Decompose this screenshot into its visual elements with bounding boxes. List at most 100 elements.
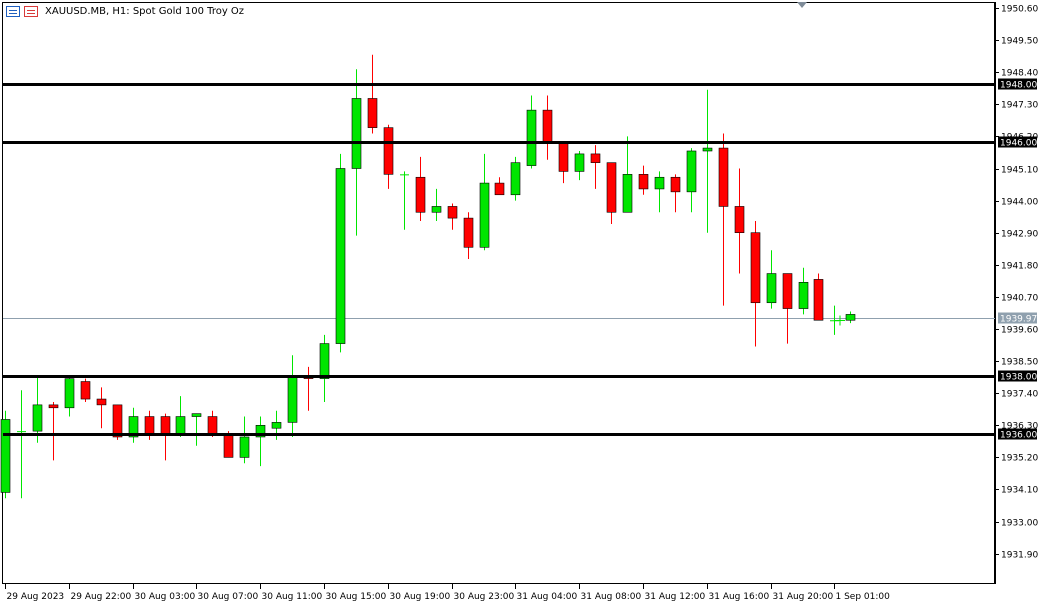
level-price-label: 1936.00 (1000, 431, 1037, 441)
x-tick-label: 1 Sep 01:00 (836, 592, 891, 602)
level-price-tag (998, 428, 1037, 440)
y-tick-label: 1933.00 (1001, 519, 1038, 529)
trade-signal-icon[interactable] (24, 6, 38, 17)
y-tick-label: 1938.50 (1001, 358, 1038, 368)
level-price-tag (998, 370, 1037, 382)
y-tick-label: 1949.50 (1001, 37, 1038, 47)
bull-candle-body[interactable] (400, 174, 409, 176)
x-tick-label: 30 Aug 11:00 (262, 592, 323, 602)
bear-candle-body[interactable] (447, 206, 458, 219)
bull-candle-body[interactable] (255, 424, 266, 438)
y-tick-label: 1945.10 (1001, 166, 1038, 176)
bear-candle-body[interactable] (383, 127, 394, 175)
x-tick-label: 29 Aug 22:00 (71, 592, 132, 602)
y-tick-label: 1947.30 (1001, 101, 1038, 111)
chart-area[interactable] (2, 2, 995, 584)
bull-candle-body[interactable] (431, 206, 442, 213)
bull-candle-body[interactable] (128, 416, 139, 438)
y-tick-label: 1935.20 (1001, 454, 1038, 464)
bear-candle-body[interactable] (813, 279, 824, 321)
y-tick-label: 1944.00 (1001, 198, 1038, 208)
bid-price-tag (998, 312, 1037, 324)
bull-candle-body[interactable] (319, 343, 330, 379)
bear-candle-body[interactable] (160, 416, 171, 435)
x-tick-label: 30 Aug 15:00 (326, 592, 387, 602)
bull-candle-body[interactable] (175, 416, 186, 435)
bull-candle-body[interactable] (686, 150, 697, 193)
bull-candle-body[interactable] (335, 168, 346, 344)
x-tick-label: 29 Aug 2023 (7, 592, 65, 602)
bear-candle-body[interactable] (638, 174, 649, 190)
bear-candle-body[interactable] (542, 109, 553, 143)
y-tick-label: 1942.90 (1001, 230, 1038, 240)
y-tick-label: 1950.60 (1001, 5, 1038, 15)
bull-candle-body[interactable] (766, 273, 777, 304)
y-tick-label: 1937.40 (1001, 390, 1038, 400)
bull-candle-body[interactable] (622, 174, 633, 213)
bull-candle-body[interactable] (479, 182, 490, 248)
x-tick-label: 30 Aug 19:00 (390, 592, 451, 602)
x-tick-label: 30 Aug 03:00 (135, 592, 196, 602)
bear-candle-body[interactable] (223, 433, 234, 458)
bull-candle-body[interactable] (574, 153, 585, 172)
y-tick-label: 1939.60 (1001, 326, 1038, 336)
x-tick-label: 30 Aug 23:00 (454, 592, 515, 602)
bull-candle-body[interactable] (798, 282, 809, 309)
bull-candle-body[interactable] (191, 413, 202, 417)
bear-candle-body[interactable] (207, 416, 218, 435)
level-price-label: 1948.00 (1000, 81, 1037, 91)
bull-candle-body[interactable] (702, 147, 713, 152)
bull-candle-body[interactable] (239, 436, 250, 458)
x-tick-label: 31 Aug 20:00 (773, 592, 834, 602)
bull-candle-body[interactable] (32, 404, 43, 432)
bear-candle-body[interactable] (144, 416, 155, 435)
bull-candle-body[interactable] (510, 162, 521, 196)
y-tick-label: 1931.90 (1001, 551, 1038, 561)
bear-candle-body[interactable] (670, 176, 681, 193)
y-tick-label: 1948.40 (1001, 69, 1038, 79)
bull-candle-body[interactable] (654, 176, 665, 190)
bull-candle-body[interactable] (271, 422, 282, 429)
x-tick-label: 31 Aug 08:00 (581, 592, 642, 602)
level-price-tag (998, 78, 1037, 90)
bear-candle-body[interactable] (112, 404, 123, 438)
bear-candle-body[interactable] (494, 182, 505, 196)
chart-window-icon[interactable] (6, 6, 20, 17)
bear-candle-body[interactable] (590, 153, 601, 163)
bull-candle-body[interactable] (526, 109, 537, 166)
bear-candle-body[interactable] (718, 147, 729, 207)
bid-price-label: 1939.97 (1000, 315, 1037, 325)
bull-candle-body[interactable] (64, 378, 75, 409)
chart-shift-marker-icon[interactable] (797, 2, 807, 8)
bull-candle-body[interactable] (830, 320, 839, 322)
bull-candle-body[interactable] (287, 375, 298, 423)
bear-candle-body[interactable] (48, 404, 59, 409)
bear-candle-body[interactable] (415, 176, 426, 213)
level-price-tag (998, 136, 1037, 148)
x-tick-label: 31 Aug 04:00 (517, 592, 578, 602)
bear-candle-body[interactable] (734, 206, 745, 234)
bull-candle-body[interactable] (17, 431, 26, 433)
y-tick-label: 1934.10 (1001, 486, 1038, 496)
bear-candle-body[interactable] (367, 98, 378, 128)
bear-candle-body[interactable] (96, 398, 107, 406)
bull-candle-body[interactable] (351, 98, 362, 169)
bear-candle-body[interactable] (606, 162, 617, 213)
bull-candle-body[interactable] (0, 419, 11, 493)
level-price-label: 1946.00 (1000, 139, 1037, 149)
bear-candle-body[interactable] (558, 141, 569, 172)
bear-candle-body[interactable] (80, 381, 91, 400)
chart-title: XAUUSD.MB, H1: Spot Gold 100 Troy Oz (45, 6, 245, 17)
y-tick-label: 1941.80 (1001, 262, 1038, 272)
chart-header: XAUUSD.MB, H1: Spot Gold 100 Troy Oz (6, 6, 244, 17)
bull-candle-body[interactable] (845, 314, 856, 321)
y-tick-label: 1940.70 (1001, 294, 1038, 304)
y-tick-label: 1936.30 (1001, 422, 1038, 432)
x-tick-label: 31 Aug 16:00 (709, 592, 770, 602)
level-price-label: 1938.00 (1000, 373, 1037, 383)
x-tick-label: 30 Aug 07:00 (198, 592, 259, 602)
bear-candle-body[interactable] (750, 232, 761, 304)
bear-candle-body[interactable] (782, 273, 793, 309)
bear-candle-body[interactable] (463, 217, 474, 248)
